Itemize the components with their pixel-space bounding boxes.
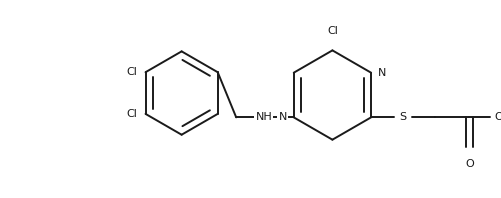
Text: NH: NH	[255, 112, 272, 122]
Text: N: N	[377, 68, 386, 78]
Text: Cl: Cl	[126, 67, 137, 77]
Text: Cl: Cl	[126, 109, 137, 119]
Text: O: O	[464, 159, 473, 169]
Text: N: N	[278, 112, 286, 122]
Text: O: O	[493, 112, 501, 122]
Text: Cl: Cl	[326, 27, 337, 36]
Text: S: S	[398, 112, 406, 122]
